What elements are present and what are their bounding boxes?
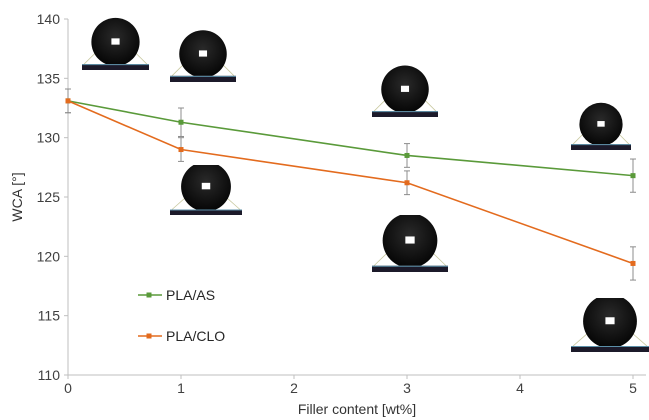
droplet-image-as-0	[82, 17, 149, 70]
droplet-glare-left	[373, 251, 389, 267]
droplet-highlight	[198, 50, 208, 57]
legend-label-pla-as: PLA/AS	[166, 287, 215, 303]
x-tick-label-2: 2	[290, 380, 298, 396]
data-point	[178, 147, 184, 153]
series-line	[67, 100, 634, 177]
droplet-glare-left	[83, 51, 97, 65]
data-point	[404, 180, 410, 186]
y-tick-label-135: 135	[37, 70, 61, 86]
legend-item-pla-clo: PLA/CLO	[138, 328, 225, 344]
droplet-substrate	[372, 265, 448, 272]
legend-item-pla-as: PLA/AS	[138, 287, 215, 303]
droplet-glare-left	[373, 99, 387, 112]
droplet-substrate	[82, 64, 149, 70]
y-tick-labels: 110 115 120 125 130 135 140	[37, 11, 68, 383]
series-layer	[65, 88, 636, 281]
data-point	[65, 98, 71, 104]
droplet-image-clo-1	[170, 165, 242, 215]
y-tick-label-130: 130	[37, 130, 61, 146]
droplet-image-clo-3	[372, 215, 448, 272]
data-point	[630, 260, 636, 266]
x-tick-label-3: 3	[403, 380, 411, 396]
x-tick-label-4: 4	[516, 380, 524, 396]
droplet-glare-left	[572, 133, 585, 145]
droplet-highlight	[605, 317, 615, 325]
y-axis-title: WCA [°]	[9, 172, 25, 221]
droplet-glare-right	[617, 133, 630, 145]
droplet-image-clo-5	[571, 298, 649, 352]
droplet-highlight	[405, 236, 415, 244]
droplet-highlight	[111, 38, 120, 45]
data-point	[630, 173, 636, 179]
y-tick-label-140: 140	[37, 11, 61, 27]
droplet-substrate	[170, 75, 236, 82]
y-tick-label-120: 120	[37, 248, 61, 264]
droplet-glare-left	[171, 196, 187, 210]
droplet-substrate	[571, 346, 649, 352]
legend-label-pla-clo: PLA/CLO	[166, 328, 225, 344]
droplet-substrate	[571, 144, 631, 150]
legend-marker-pla-clo	[146, 333, 152, 339]
data-point	[404, 152, 410, 158]
series-line	[67, 100, 634, 265]
droplet-images	[82, 17, 649, 352]
droplet-glare-right	[631, 332, 648, 347]
x-tick-label-1: 1	[177, 380, 185, 396]
droplet-glare-right	[221, 63, 235, 77]
data-point	[178, 119, 184, 125]
legend: PLA/AS PLA/CLO	[138, 287, 225, 344]
droplet-highlight	[400, 85, 410, 92]
droplet-highlight	[597, 121, 605, 127]
y-tick-label-125: 125	[37, 189, 61, 205]
y-tick-label-110: 110	[38, 367, 61, 383]
series-pla-as	[65, 88, 636, 193]
series-pla-clo	[65, 88, 636, 281]
droplet-glare-right	[225, 196, 241, 210]
droplet-substrate	[170, 209, 242, 215]
droplet-glare-right	[431, 251, 447, 267]
y-tick-label-115: 115	[38, 308, 61, 324]
droplet-highlight	[201, 182, 211, 190]
droplet-glare-right	[423, 99, 437, 112]
x-tick-labels: 0 1 2 3 4 5	[64, 375, 637, 396]
droplet-glare-left	[171, 63, 185, 77]
x-tick-label-0: 0	[64, 380, 72, 396]
droplet-glare-right	[134, 51, 148, 65]
x-tick-label-5: 5	[629, 380, 637, 396]
legend-marker-pla-as	[146, 292, 152, 298]
droplet-substrate	[372, 111, 438, 117]
droplet-image-as-5	[571, 102, 631, 150]
droplet-image-as-1	[170, 30, 236, 82]
droplet-image-as-3	[372, 65, 438, 117]
x-axis-title: Filler content [wt%]	[298, 401, 416, 417]
droplet-glare-left	[572, 332, 589, 347]
